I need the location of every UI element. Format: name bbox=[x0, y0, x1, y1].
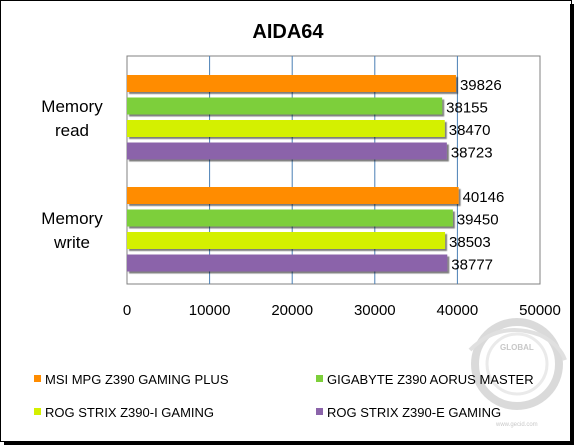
category-labels: Memory read Memory write bbox=[41, 97, 103, 252]
bar-memory-write-rog-strix-z390-i-gaming bbox=[127, 232, 446, 249]
x-tick-label-0: 0 bbox=[123, 302, 131, 319]
category-label-memory-write: Memory write bbox=[41, 209, 103, 252]
bar-memory-read-rog-strix-z390-e-gaming bbox=[127, 142, 447, 160]
x-tick-label-50000: 50000 bbox=[519, 302, 561, 319]
watermark-logo: GLOBAL www.gecid.com bbox=[468, 318, 567, 428]
x-tick-labels: 0 10000 20000 30000 40000 50000 bbox=[123, 302, 561, 319]
bar-memory-write-rog-strix-z390-e-gaming bbox=[127, 254, 448, 272]
legend-swatch-gigabyte-z390-aorus-master bbox=[316, 375, 323, 382]
legend-swatch-msi-mpg-z390-gaming-plus bbox=[34, 375, 41, 382]
bar-memory-read-rog-strix-z390-i-gaming bbox=[127, 120, 445, 137]
value-labels: 39826 38155 38470 38723 40146 39450 38503 38777 bbox=[446, 77, 504, 274]
x-tick-label-30000: 30000 bbox=[354, 302, 396, 319]
value-label-memory-write-msi-mpg-z390-gaming-plus: 40146 bbox=[463, 189, 505, 206]
value-label-memory-read-rog-strix-z390-e-gaming: 38723 bbox=[451, 145, 493, 162]
bar-memory-read-gigabyte-z390-aorus-master bbox=[127, 97, 443, 115]
value-label-memory-read-rog-strix-z390-i-gaming: 38470 bbox=[449, 122, 491, 139]
bar-memory-read-msi-mpg-z390-gaming-plus bbox=[127, 75, 456, 92]
legend-label-gigabyte-z390-aorus-master: GIGABYTE Z390 AORUS MASTER bbox=[327, 372, 534, 387]
value-label-memory-write-gigabyte-z390-aorus-master: 39450 bbox=[457, 212, 499, 229]
watermark-text-bottom: www.gecid.com bbox=[495, 422, 538, 428]
value-label-memory-write-rog-strix-z390-e-gaming: 38777 bbox=[451, 257, 493, 274]
value-label-memory-read-msi-mpg-z390-gaming-plus: 39826 bbox=[460, 77, 502, 94]
legend-label-msi-mpg-z390-gaming-plus: MSI MPG Z390 GAMING PLUS bbox=[45, 372, 229, 387]
bar-memory-write-gigabyte-z390-aorus-master bbox=[127, 209, 453, 227]
bar-memory-write-msi-mpg-z390-gaming-plus bbox=[127, 187, 459, 204]
legend-swatch-rog-strix-z390-i-gaming bbox=[34, 408, 41, 415]
value-label-memory-write-rog-strix-z390-i-gaming: 38503 bbox=[449, 234, 491, 251]
category-label-memory-read: Memory read bbox=[41, 97, 103, 140]
watermark-text-top: GLOBAL bbox=[500, 343, 534, 352]
legend-label-rog-strix-z390-i-gaming: ROG STRIX Z390-I GAMING bbox=[45, 405, 214, 420]
x-tick-label-40000: 40000 bbox=[437, 302, 479, 319]
x-tick-label-10000: 10000 bbox=[189, 302, 231, 319]
chart-title: AIDA64 bbox=[252, 21, 324, 43]
bars bbox=[127, 75, 459, 272]
legend: MSI MPG Z390 GAMING PLUS GIGABYTE Z390 AO… bbox=[34, 372, 534, 420]
legend-swatch-rog-strix-z390-e-gaming bbox=[316, 408, 323, 415]
value-label-memory-read-gigabyte-z390-aorus-master: 38155 bbox=[446, 100, 488, 117]
x-tick-label-20000: 20000 bbox=[271, 302, 313, 319]
legend-label-rog-strix-z390-e-gaming: ROG STRIX Z390-E GAMING bbox=[327, 405, 501, 420]
